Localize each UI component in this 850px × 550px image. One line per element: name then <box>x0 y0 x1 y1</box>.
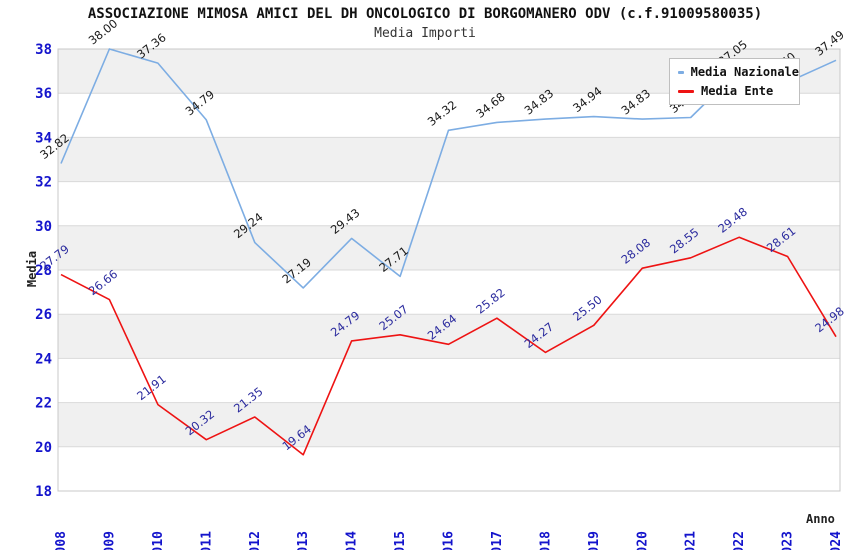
svg-text:2023: 2023 <box>781 531 796 550</box>
data-label: 38.00 <box>86 16 121 47</box>
media-nazionale-line-swatch-icon <box>678 70 684 74</box>
svg-text:30: 30 <box>35 219 52 235</box>
series-line-media-ente <box>60 236 837 456</box>
x-axis-ticks: 2008 2009 2010 2011 2012 2013 2014 2015 2016 2017… <box>54 531 844 550</box>
legend-label-media-ente: Media Ente <box>701 84 774 98</box>
svg-text:2020: 2020 <box>635 531 650 550</box>
svg-text:2008: 2008 <box>54 531 69 550</box>
chart-title: ASSOCIAZIONE MIMOSA AMICI DEL DH ONCOLOG… <box>87 6 763 22</box>
svg-text:2015: 2015 <box>393 531 408 550</box>
svg-text:26: 26 <box>35 307 52 323</box>
svg-text:2018: 2018 <box>538 531 553 550</box>
svg-text:2009: 2009 <box>102 531 117 550</box>
svg-text:2010: 2010 <box>151 531 166 550</box>
svg-text:2013: 2013 <box>296 531 311 550</box>
legend-item-media-ente: Media Ente <box>678 84 799 98</box>
media-ente-line-swatch-icon <box>678 89 694 93</box>
svg-text:24: 24 <box>35 351 52 367</box>
svg-text:2011: 2011 <box>199 531 214 550</box>
svg-text:2016: 2016 <box>442 531 457 550</box>
svg-text:20: 20 <box>35 440 52 456</box>
svg-text:2014: 2014 <box>345 531 360 550</box>
svg-text:22: 22 <box>35 396 52 412</box>
svg-text:36: 36 <box>35 86 52 102</box>
y-axis-ticks: 38 36 34 32 30 28 26 24 22 20 18 <box>35 42 52 500</box>
svg-text:2017: 2017 <box>490 531 505 550</box>
svg-text:2024: 2024 <box>829 531 844 550</box>
legend-label-media-nazionale: Media Nazionale <box>690 65 799 79</box>
svg-text:2022: 2022 <box>732 531 747 550</box>
svg-text:2021: 2021 <box>684 531 699 550</box>
legend: Media Nazionale Media Ente <box>669 58 800 105</box>
svg-text:18: 18 <box>35 484 52 500</box>
plot-border <box>57 48 841 492</box>
svg-text:38: 38 <box>35 42 52 58</box>
chart-subtitle: Media Importi <box>374 26 476 41</box>
svg-text:32: 32 <box>35 175 52 191</box>
svg-text:28: 28 <box>35 263 52 279</box>
svg-text:34: 34 <box>35 130 52 146</box>
svg-text:2019: 2019 <box>587 531 602 550</box>
y-axis-title: Media <box>25 250 40 288</box>
svg-text:2012: 2012 <box>248 531 263 550</box>
legend-item-media-nazionale: Media Nazionale <box>678 65 799 79</box>
x-axis-title: Anno <box>806 512 835 526</box>
plot-bands <box>58 49 840 491</box>
